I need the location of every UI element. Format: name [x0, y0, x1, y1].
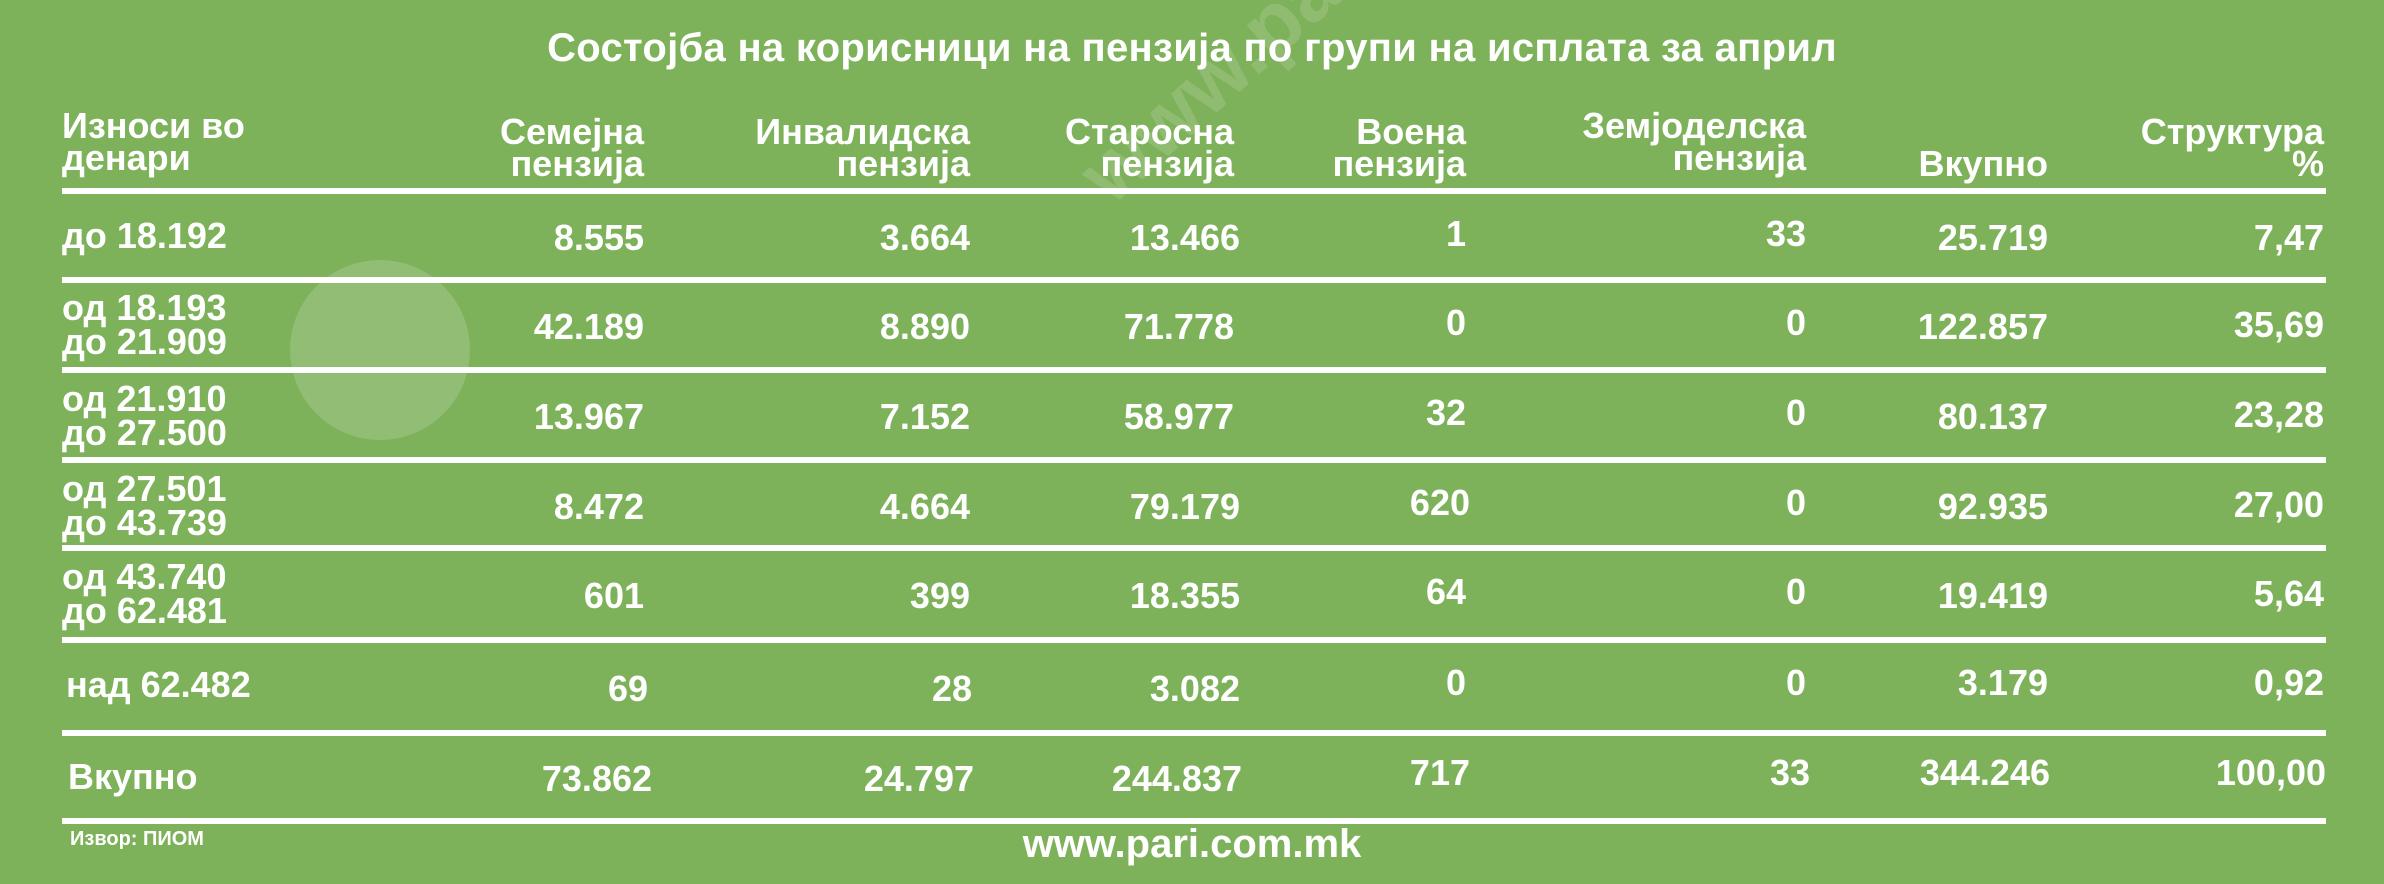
total-cell: 19.419	[1937, 575, 2048, 616]
disability-cell: 8.890	[879, 306, 970, 347]
range-cell: од 27.501 до 43.739	[62, 468, 227, 543]
total-cell: 80.137	[1937, 396, 2048, 437]
header-old-age: Старосна пензија	[1065, 111, 1234, 184]
range-cell: над 62.482	[66, 664, 251, 705]
header-agricultural: Земјоделска пензија	[1582, 105, 1806, 178]
range-cell: од 43.740 до 62.481	[62, 556, 227, 631]
old-age-cell: 71.778	[1123, 306, 1234, 347]
disability-cell: 4.664	[879, 486, 970, 527]
header-disability: Инвалидска пензија	[755, 111, 970, 184]
military-cell: 620	[1409, 482, 1470, 523]
military-cell: 0	[1445, 302, 1466, 343]
family-cell: 13.967	[533, 396, 644, 437]
military-cell: 64	[1425, 571, 1466, 612]
total-cell: 25.719	[1937, 217, 2048, 258]
agricultural-cell: 0	[1785, 571, 1806, 612]
header-structure: Структура%	[2140, 111, 2324, 184]
header-total: Вкупно	[1918, 143, 2048, 184]
structure-cell: 23,28	[2233, 394, 2324, 435]
header-amounts: Износи во денари	[62, 105, 245, 178]
range-cell: од 21.910 до 27.500	[62, 378, 227, 453]
structure-cell: 35,69	[2233, 304, 2324, 345]
row-divider	[62, 277, 2326, 283]
agricultural-total: 33	[1769, 752, 1810, 793]
row-divider	[62, 367, 2326, 373]
disability-cell: 7.152	[879, 396, 970, 437]
footer-divider	[62, 818, 2326, 824]
pari-logo-watermark	[290, 260, 470, 440]
agricultural-cell: 0	[1785, 302, 1806, 343]
row-divider	[62, 730, 2326, 736]
agricultural-cell: 0	[1785, 482, 1806, 523]
structure-cell: 5,64	[2253, 573, 2324, 614]
header-military: Воена пензија	[1332, 111, 1466, 184]
disability-cell: 28	[931, 668, 972, 709]
old-age-total: 244.837	[1111, 758, 1242, 799]
total-cell: 92.935	[1937, 486, 2048, 527]
disability-total: 24.797	[863, 758, 974, 799]
disability-cell: 399	[909, 575, 970, 616]
military-cell: 0	[1445, 662, 1466, 703]
row-divider	[62, 457, 2326, 463]
family-total: 73.862	[541, 758, 652, 799]
totals-label: Вкупно	[68, 756, 198, 797]
military-total: 717	[1409, 752, 1470, 793]
family-cell: 601	[583, 575, 644, 616]
old-age-cell: 3.082	[1149, 668, 1240, 709]
grand-total: 344.246	[1919, 752, 2050, 793]
structure-total: 100,00	[2215, 752, 2326, 793]
agricultural-cell: 0	[1785, 392, 1806, 433]
family-cell: 69	[607, 668, 648, 709]
agricultural-cell: 33	[1765, 213, 1806, 254]
disability-cell: 3.664	[879, 217, 970, 258]
page-title: Состојба на корисници на пензија по груп…	[547, 26, 1837, 70]
header-divider	[62, 188, 2326, 194]
old-age-cell: 79.179	[1129, 486, 1240, 527]
row-divider	[62, 545, 2326, 551]
header-family: Семејна пензија	[500, 111, 644, 184]
range-cell: од 18.193 до 21.909	[62, 287, 227, 362]
old-age-cell: 58.977	[1123, 396, 1234, 437]
structure-cell: 27,00	[2233, 484, 2324, 525]
family-cell: 42.189	[533, 306, 644, 347]
agricultural-cell: 0	[1785, 662, 1806, 703]
range-cell: до 18.192	[62, 215, 227, 256]
military-cell: 32	[1425, 392, 1466, 433]
family-cell: 8.472	[553, 486, 644, 527]
row-divider	[62, 637, 2326, 643]
source-note: Извор: ПИОМ	[70, 828, 204, 850]
footer-url: www.pari.com.mk	[1022, 822, 1362, 866]
military-cell: 1	[1445, 213, 1466, 254]
structure-cell: 7,47	[2253, 217, 2324, 258]
total-cell: 3.179	[1957, 662, 2048, 703]
family-cell: 8.555	[553, 217, 644, 258]
total-cell: 122.857	[1917, 306, 2048, 347]
old-age-cell: 13.466	[1129, 217, 1240, 258]
old-age-cell: 18.355	[1129, 575, 1240, 616]
structure-cell: 0,92	[2253, 662, 2324, 703]
